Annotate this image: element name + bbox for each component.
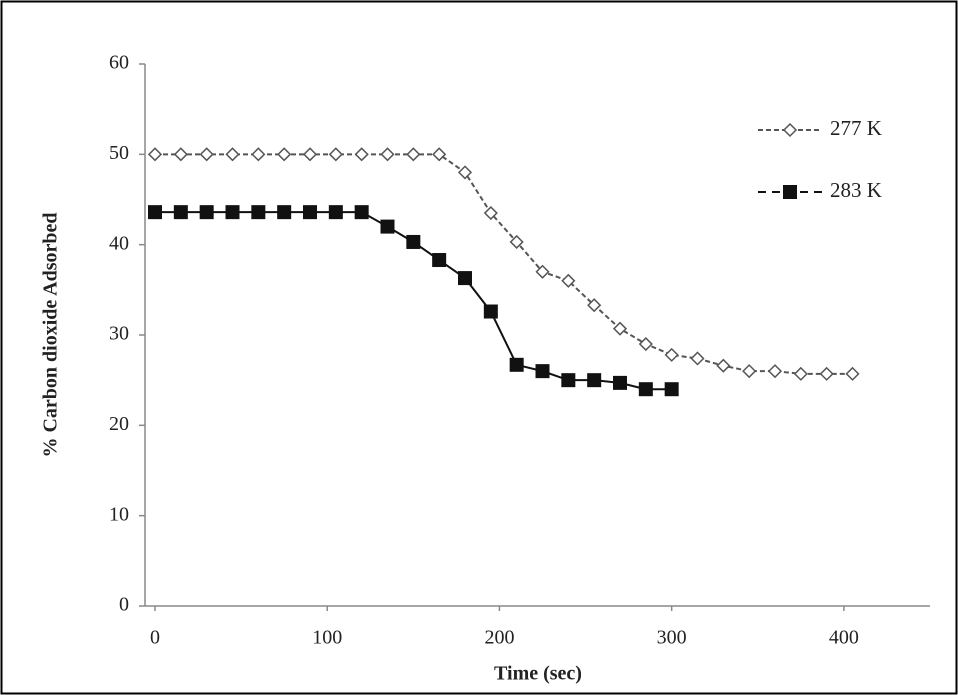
marker bbox=[767, 364, 783, 379]
marker bbox=[199, 205, 214, 220]
marker bbox=[251, 205, 266, 220]
marker bbox=[328, 147, 343, 162]
marker bbox=[587, 373, 602, 388]
marker bbox=[793, 366, 808, 381]
y-tick-label: 10 bbox=[109, 503, 129, 525]
marker bbox=[147, 147, 163, 162]
marker bbox=[225, 147, 240, 162]
marker bbox=[302, 147, 318, 162]
marker bbox=[664, 347, 679, 362]
marker bbox=[638, 382, 653, 397]
marker bbox=[251, 147, 266, 162]
marker bbox=[199, 147, 214, 162]
marker bbox=[716, 358, 731, 373]
marker bbox=[406, 147, 421, 162]
legend-marker bbox=[783, 185, 797, 199]
marker bbox=[483, 304, 498, 319]
marker bbox=[509, 234, 524, 250]
y-tick-label: 20 bbox=[109, 413, 129, 435]
marker bbox=[509, 357, 524, 372]
marker bbox=[535, 264, 550, 279]
series-line bbox=[155, 153, 853, 375]
x-tick-label: 400 bbox=[829, 627, 859, 649]
marker bbox=[458, 271, 472, 286]
marker bbox=[432, 253, 447, 268]
marker bbox=[173, 205, 188, 220]
marker bbox=[819, 366, 834, 381]
marker bbox=[354, 147, 369, 162]
marker bbox=[587, 298, 602, 313]
y-axis-title: % Carbon dioxide Adsorbed bbox=[40, 212, 62, 457]
marker bbox=[457, 165, 473, 180]
marker bbox=[380, 147, 395, 162]
marker bbox=[561, 373, 576, 388]
legend-label: 277 K bbox=[830, 116, 882, 140]
marker bbox=[613, 375, 627, 390]
x-tick-label: 100 bbox=[312, 627, 342, 649]
marker bbox=[612, 321, 628, 336]
marker bbox=[483, 205, 498, 221]
marker bbox=[277, 147, 292, 162]
marker bbox=[406, 234, 421, 249]
marker bbox=[277, 205, 292, 220]
x-axis-title: Time (sec) bbox=[494, 663, 582, 685]
marker bbox=[380, 219, 395, 234]
y-tick-label: 60 bbox=[109, 52, 129, 74]
legend-marker bbox=[782, 122, 798, 138]
marker bbox=[742, 364, 757, 379]
marker bbox=[690, 351, 705, 366]
marker bbox=[303, 205, 317, 220]
x-tick-label: 200 bbox=[484, 627, 514, 649]
legend-label: 283 K bbox=[830, 178, 882, 202]
marker bbox=[561, 273, 576, 288]
marker bbox=[225, 205, 240, 220]
marker bbox=[328, 205, 343, 220]
y-tick-label: 40 bbox=[109, 232, 129, 254]
marker bbox=[845, 366, 860, 381]
y-tick-label: 30 bbox=[109, 323, 129, 345]
y-tick-label: 0 bbox=[119, 594, 129, 616]
marker bbox=[664, 382, 679, 397]
y-tick-label: 50 bbox=[109, 142, 129, 164]
x-tick-label: 0 bbox=[150, 627, 160, 649]
marker bbox=[148, 205, 162, 220]
marker bbox=[535, 364, 550, 379]
marker bbox=[173, 147, 188, 162]
marker bbox=[354, 205, 369, 220]
x-tick-label: 300 bbox=[657, 627, 687, 649]
marker bbox=[432, 147, 447, 162]
marker bbox=[638, 336, 653, 352]
